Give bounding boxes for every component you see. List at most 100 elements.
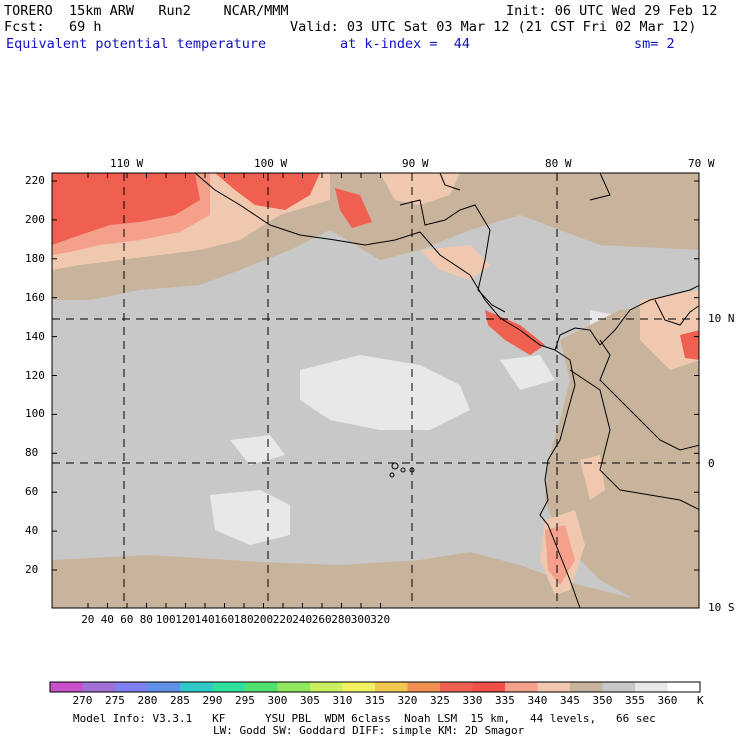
valid-time: Valid: 03 UTC Sat 03 Mar 12 (21 CST Fri …	[290, 19, 697, 35]
colorbar-cell	[472, 682, 506, 692]
y-tick-label: 140	[25, 329, 45, 343]
colorbar-cell	[180, 682, 213, 692]
colorbar-label: 280	[137, 694, 158, 707]
colorbar-label: 305	[300, 694, 320, 707]
colorbar-label: 270	[72, 694, 93, 707]
colorbar-cell	[375, 682, 408, 692]
colorbar-frame	[49, 681, 701, 693]
model-title: TORERO 15km ARW Run2 NCAR/MMM	[4, 3, 289, 19]
colorbar-cell	[537, 682, 571, 692]
x-tick-label: 260	[311, 613, 332, 626]
venezuela-red	[680, 330, 699, 360]
y-tick-label: 80	[25, 446, 39, 460]
x-tick-label: 280	[331, 613, 352, 626]
x-tick-label: 140	[194, 613, 215, 626]
y-tick-label: 60	[25, 485, 39, 499]
colorbar-label: 295	[235, 694, 255, 707]
gulf-red	[335, 188, 372, 228]
colorbar-label: 345	[560, 694, 580, 707]
y-tick-label: 20	[25, 563, 39, 576]
colorbar-label: 325	[430, 694, 450, 707]
colorbar-cell	[635, 682, 668, 692]
x-tick-label: 20	[81, 613, 95, 626]
lat-lon-grid	[52, 173, 700, 608]
x-tick-label: 220	[272, 613, 293, 626]
colorbar-label: 285	[170, 694, 190, 707]
physics-info: LW: Godd SW: Goddard DIFF: simple KM: 2D…	[213, 724, 525, 737]
pale-patch-1	[300, 355, 470, 430]
model-info: Model Info: V3.3.1 KF YSU PBL WDM 6class…	[73, 712, 656, 725]
colorbar-cell	[440, 682, 473, 692]
lon-label-90w: 90 W	[402, 157, 429, 170]
colorbar-label: 350	[592, 694, 613, 707]
x-tick-label: 200	[253, 613, 274, 626]
y-tick-label: 160	[25, 290, 45, 304]
x-tick-label: 300	[350, 613, 371, 626]
x-tick-label: 40	[100, 613, 114, 626]
x-tick-label: 180	[233, 613, 254, 626]
lat-label-10n: 10 N	[708, 312, 735, 325]
colorbar-cell	[115, 682, 148, 692]
colorbar-label: 320	[397, 694, 418, 707]
lon-label-70w: 70 W	[688, 157, 715, 170]
south-america-warm	[545, 300, 699, 608]
x-tick-label: 120	[175, 613, 196, 626]
level-info: at k-index = 44	[340, 36, 471, 52]
y-tick-label: 120	[25, 368, 45, 382]
lat-label-0: 0	[708, 457, 715, 470]
x-tick-label: 100	[155, 613, 176, 626]
lat-label-10s: 10 S	[708, 601, 735, 614]
lon-label-100w: 100 W	[254, 157, 288, 170]
lon-label-110w: 110 W	[110, 157, 144, 170]
colorbar-label: 290	[202, 694, 223, 707]
smoothing-info: sm= 2	[634, 36, 675, 52]
x-tick-label: 160	[214, 613, 235, 626]
colorbar-label: 300	[267, 694, 288, 707]
coastlines	[194, 173, 699, 608]
colorbar-label: 340	[527, 694, 548, 707]
pale-patch-3	[500, 355, 555, 390]
colorbar-cell	[147, 682, 181, 692]
colorbar-cell	[277, 682, 311, 692]
x-tick-label: 80	[139, 613, 153, 626]
colorbar-label: 310	[332, 694, 353, 707]
colorbar-cell	[342, 682, 376, 692]
field-name: Equivalent potential temperature	[6, 36, 267, 52]
forecast-hour: Fcst: 69 h	[4, 19, 102, 35]
costa-rica-red	[485, 310, 545, 355]
pale-patch-4	[230, 435, 285, 465]
pale-patch-2	[210, 490, 290, 545]
colorbar-label: 360	[657, 694, 678, 707]
x-tick-label: 60	[120, 613, 134, 626]
x-tick-marks	[87, 173, 381, 608]
colorbar-label: 315	[365, 694, 385, 707]
colorbar-cell	[310, 682, 343, 692]
map-frame	[51, 172, 700, 609]
colorbar-cell	[82, 682, 116, 692]
colorbar-label: 330	[462, 694, 483, 707]
colorbar-cell	[667, 682, 701, 692]
andes-salmon	[580, 455, 605, 500]
colorbar-cell	[505, 682, 538, 692]
colorbar-label: 275	[105, 694, 125, 707]
colorbar-cell	[570, 682, 603, 692]
colorbar-cell	[407, 682, 441, 692]
y-tick-label: 180	[25, 251, 45, 265]
y-tick-label: 220	[25, 174, 45, 187]
colorbar-cell	[50, 682, 83, 692]
y-tick-label: 200	[25, 212, 45, 226]
colorbar-cell	[212, 682, 246, 692]
colorbar-cell	[602, 682, 636, 692]
x-tick-label: 320	[370, 613, 391, 626]
colorbar-label: 335	[495, 694, 515, 707]
honduras-salmon	[420, 245, 490, 280]
colorbar-label: 355	[625, 694, 645, 707]
y-tick-label: 100	[25, 407, 45, 421]
y-tick-marks	[52, 180, 699, 571]
y-tick-label: 40	[25, 524, 39, 538]
south-warm-band	[52, 552, 660, 608]
caribbean-salmon	[380, 173, 460, 205]
colorbar-unit: K	[697, 694, 704, 707]
init-time: Init: 06 UTC Wed 29 Feb 12	[506, 3, 718, 19]
